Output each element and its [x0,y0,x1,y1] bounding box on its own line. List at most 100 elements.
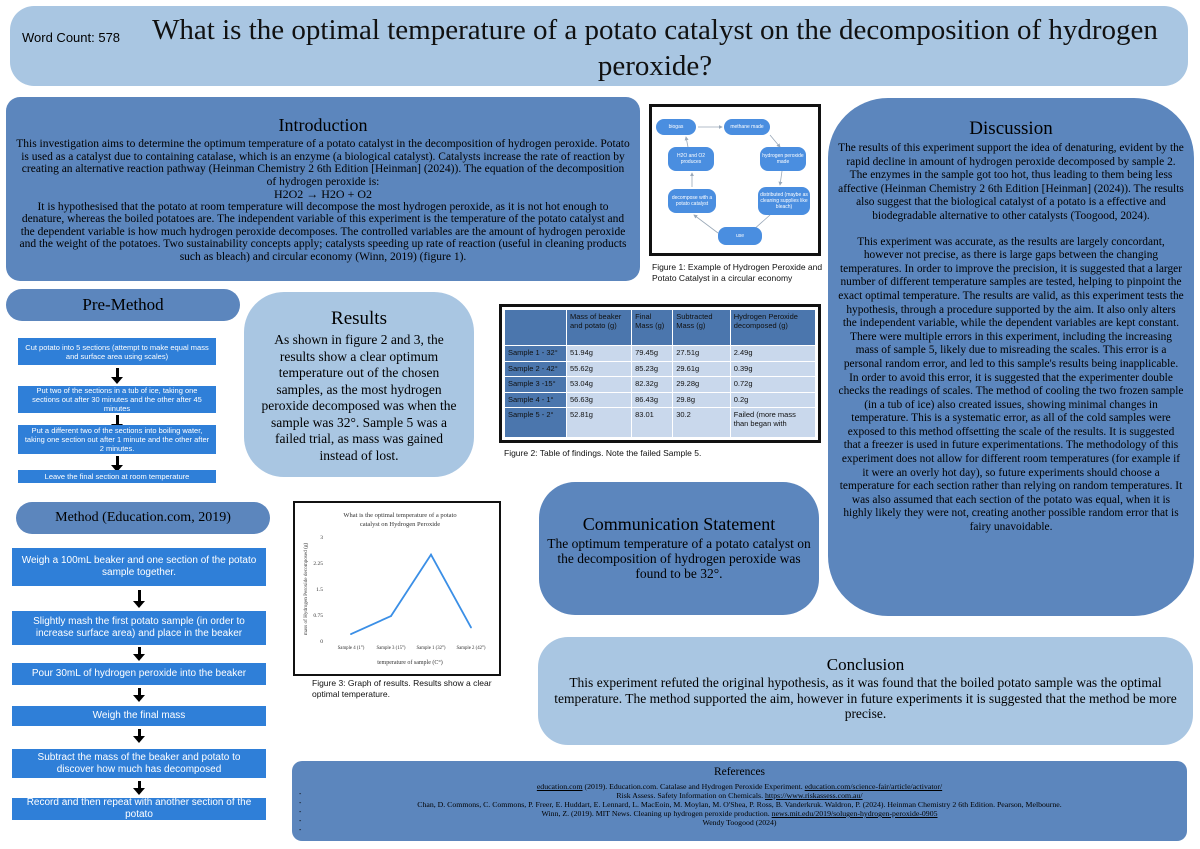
node-biogas: biogas [656,119,696,135]
reference-1: education.com (2019). Education.com. Cat… [302,782,1177,791]
findings-table: Mass of beaker and potato (g) Final Mass… [504,309,817,438]
y-tick-label: 0.75 [313,613,323,619]
bullet-dash: - [299,809,302,816]
table-cell: 29.61g [672,360,731,377]
table-header [504,309,567,346]
title-banner [10,6,1188,86]
node-distributed: distributed (maybe as cleaning supplies … [758,187,810,215]
table-cell: 2.49g [729,345,817,362]
page-title: What is the optimal temperature of a pot… [152,14,1158,82]
arrow-down-icon [133,647,145,661]
table-header-row: Mass of beaker and potato (g) Final Mass… [504,309,817,346]
method-step-3: Pour 30mL of hydrogen peroxide into the … [12,663,266,685]
arrow-down-icon [133,688,145,702]
table-cell: 85.23g [631,360,674,377]
communication-panel: Communication Statement The optimum temp… [539,482,819,615]
table-cell: 83.01 [631,407,674,438]
table-row: Sample 5 - 2° 52.81g 83.01 30.2 Failed (… [504,407,817,438]
table-cell: Sample 4 - 1° [504,391,567,408]
pre-method-step-2: Put two of the sections in a tub of ice,… [18,386,216,413]
y-tick-label: 2.25 [313,561,323,567]
reference-link[interactable]: education.com/science-fair/article/activ… [804,782,943,791]
table-cell: 29.8g [672,391,731,408]
table-cell: 52.81g [565,407,633,438]
introduction-para1: This investigation aims to determine the… [16,138,630,188]
reference-bullets: - - - - - [299,790,301,835]
bullet-dash: - [299,818,302,825]
data-point [430,553,432,556]
table-cell: Sample 1 - 32° [504,345,567,362]
reference-text: (2019). Education.com. Catalase and Hydr… [582,782,805,791]
node-hydrogen-peroxide: hydrogen peroxide made [760,147,806,171]
data-point [350,633,352,635]
introduction-equation: H2O2 → H2O + O2 [273,187,373,201]
table-cell: Failed (more mass than began with [729,407,817,438]
table-header: Hydrogen Peroxide decomposed (g) [729,309,817,346]
reference-3: Chan, D. Commons, C. Commons, P. Freer, … [417,800,1062,809]
table-row: Sample 4 - 1° 56.63g 86.43g 29.8g 0.2g [504,391,817,408]
y-tick-label: 3 [320,535,323,541]
chart-y-label: mass of Hydrogen Peroxide decomposed (g) [302,543,309,636]
table-cell: 51.94g [565,345,633,362]
pre-method-step-4: Leave the final section at room temperat… [18,470,216,483]
table-cell: 56.63g [565,391,633,408]
arrow-down-icon [133,729,145,743]
results-heading: Results [331,308,387,329]
reference-5: Wendy Toogood (2024) [702,818,777,827]
bullet-dash: - [299,827,302,834]
chart-title-line-2: catalyst on Hydrogen Peroxide [360,521,440,528]
reference-2: Risk Assess. Safety Information on Chemi… [302,791,1177,800]
conclusion-heading: Conclusion [826,655,905,674]
circular-economy-diagram: biogas methane made H2O and O2 produces … [649,104,821,256]
table-cell: 27.51g [672,345,731,362]
method-heading: Method (Education.com, 2019) [16,502,270,534]
bullet-dash: - [299,800,302,807]
pre-method-step-1: Cut potato into 5 sections (attempt to m… [18,338,216,365]
y-tick-label: 0 [320,639,323,645]
introduction-para2: It is hypothesised that the potato at ro… [19,200,627,263]
table-cell: Sample 3 -15° [504,376,567,393]
method-step-2: Slightly mash the first potato sample (i… [12,611,266,645]
line-chart: What is the optimal temperature of a pot… [302,512,486,666]
x-tick-label: Sample 4 (1°) [338,646,365,651]
word-count: Word Count: 578 [22,30,121,45]
pre-method-heading: Pre-Method [6,289,240,321]
discussion-spacer [838,224,1184,236]
arrow-down-icon [133,590,145,608]
diagram-arrows [684,125,783,234]
references-heading: References [713,766,766,778]
arrow-down-icon [133,781,145,795]
chart-x-label: temperature of sample (C°) [377,659,443,666]
introduction-heading: Introduction [278,115,368,135]
conclusion-panel: Conclusion This experiment refuted the o… [538,637,1193,745]
table-row: Sample 2 - 42° 55.62g 85.23g 29.61g 0.39… [504,360,817,377]
results-text: As shown in figure 2 and 3, the results … [261,332,457,463]
table-cell: 53.04g [565,376,633,393]
node-methane: methane made [724,119,770,135]
arrow-down-icon [111,368,123,384]
discussion-para1: The results of this experiment support t… [838,142,1184,222]
figure1-caption: Figure 1: Example of Hydrogen Peroxide a… [652,262,823,283]
conclusion-text: This experiment refuted the original hyp… [554,675,1177,721]
discussion-para2: This experiment was accurate, as the res… [838,235,1184,534]
reference-link[interactable]: education.com [536,782,583,791]
table-header: Subtracted Mass (g) [672,309,731,346]
pre-method-step-3: Put a different two of the sections into… [18,425,216,454]
table-row: Sample 1 - 32° 51.94g 79.45g 27.51g 2.49… [504,345,817,362]
arrow-down-icon [111,456,123,472]
reference-text: Risk Assess. Safety Information on Chemi… [616,791,765,800]
findings-table-frame: Mass of beaker and potato (g) Final Mass… [499,304,821,443]
method-step-1: Weigh a 100mL beaker and one section of … [12,548,266,586]
introduction-panel: Introduction This investigation aims to … [6,97,640,281]
table-cell: 29.28g [672,376,731,393]
reference-link[interactable]: news.mit.edu/2019/solugen-hydrogen-perox… [771,809,938,818]
chart-title-line-1: What is the optimal temperature of a pot… [343,512,456,519]
data-point [390,615,392,617]
table-cell: 55.62g [565,360,633,377]
references-panel: References education.com (2019). Educati… [292,761,1187,841]
reference-link[interactable]: https://www.riskassess.com.au/ [764,791,863,800]
bullet-dash: - [299,791,302,798]
table-row: Sample 3 -15° 53.04g 82.32g 29.28g 0.72g [504,376,817,393]
reference-4: Winn, Z. (2019). MIT News. Cleaning up h… [302,809,1177,818]
table-cell: 0.72g [729,376,817,393]
